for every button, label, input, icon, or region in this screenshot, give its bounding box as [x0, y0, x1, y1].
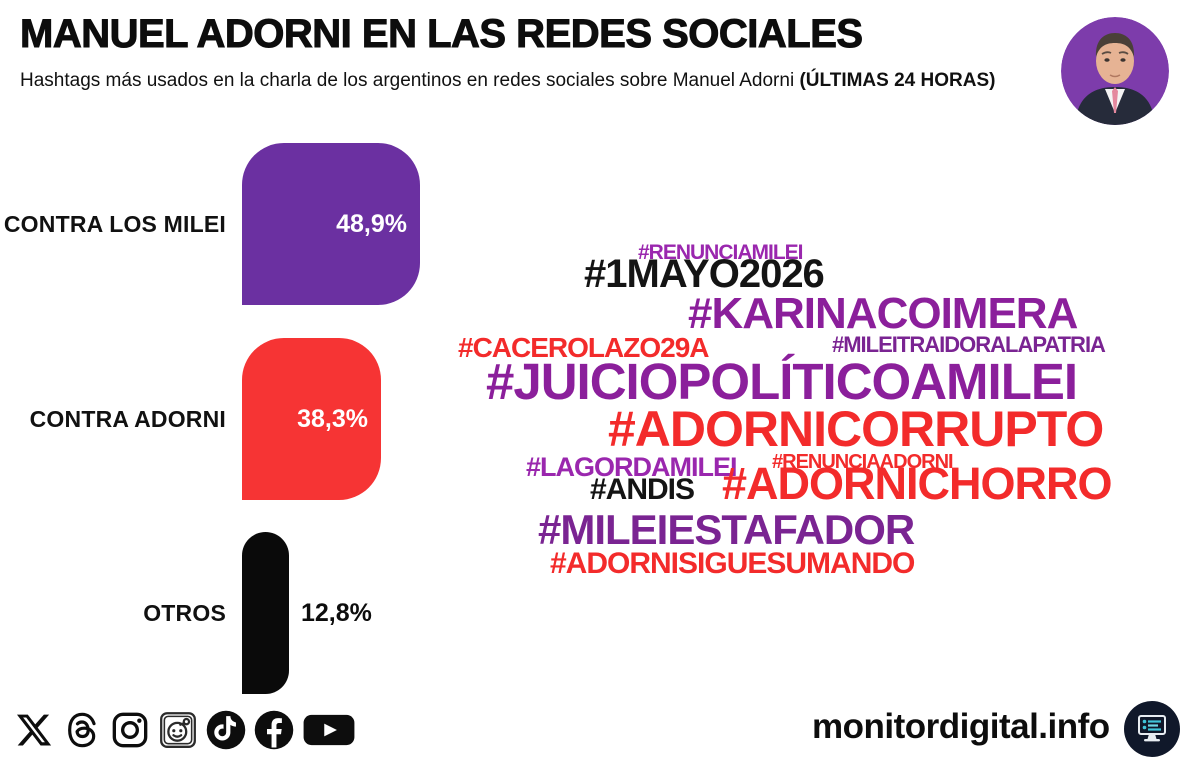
hashtag-wordcloud: #RENUNCIAMILEI #1MAYO2026 #KARINACOIMERA #C…	[450, 228, 1180, 594]
page-subtitle: Hashtags más usados en la charla de los …	[20, 66, 1035, 96]
hashtag-word: #MILEITRAIDORALAPATRIA	[832, 332, 1106, 357]
subtitle-text: Hashtags más usados en la charla de los …	[20, 70, 800, 91]
tiktok-icon[interactable]	[205, 709, 247, 751]
hashtag-word: #ADORNICORRUPTO	[608, 401, 1104, 457]
hashtag-word: #KARINACOIMERA	[688, 289, 1078, 338]
bar-category-label: CONTRA LOS MILEI	[3, 210, 226, 237]
hashtag-word: #CACEROLAZO29A	[458, 332, 709, 363]
hashtag-word: #RENUNCIAMILEI	[638, 241, 804, 264]
bar-value-label: 38,3%	[297, 404, 368, 433]
bar-row: CONTRA ADORNI 38,3%	[0, 338, 460, 500]
bar	[242, 532, 289, 694]
hashtag-word: #ADORNISIGUESUMANDO	[550, 547, 915, 580]
bar: 48,9%	[242, 143, 420, 305]
brand-url[interactable]: monitordigital.info	[812, 707, 1110, 746]
hashtag-word: #ADORNICHORRO	[722, 458, 1113, 509]
threads-icon[interactable]	[61, 709, 103, 751]
bar-row: OTROS 12,8%	[0, 532, 460, 694]
instagram-icon[interactable]	[109, 709, 151, 751]
youtube-icon[interactable]	[301, 709, 357, 751]
bar-row: CONTRA LOS MILEI 48,9%	[0, 143, 460, 305]
reddit-icon[interactable]	[157, 709, 199, 751]
hashtag-word: #ANDIS	[590, 473, 695, 506]
hashtag-word: #RENUNCIAADORNI	[772, 451, 954, 473]
facebook-icon[interactable]	[253, 709, 295, 751]
hashtag-word: #JUICIOPOLÍTICOAMILEI	[486, 353, 1078, 410]
bar-chart: CONTRA LOS MILEI 48,9% CONTRA ADORNI 38,3% O…	[0, 143, 460, 703]
bar-category-label: CONTRA ADORNI	[29, 405, 226, 432]
x-icon[interactable]	[13, 709, 55, 751]
hashtag-word: #LAGORDAMILEI	[526, 452, 738, 482]
bar: 38,3%	[242, 338, 381, 500]
hashtag-word: #MILEIESTAFADOR	[538, 506, 915, 553]
page-title: MANUEL ADORNI EN LAS REDES SOCIALES	[20, 12, 864, 57]
person-portrait-icon	[1061, 17, 1169, 125]
subtitle-timeframe: (ÚLTIMAS 24 HORAS)	[799, 70, 996, 91]
social-icons-row	[13, 703, 357, 757]
bar-category-label: OTROS	[143, 599, 226, 626]
avatar	[1061, 17, 1169, 125]
hashtag-word: #1MAYO2026	[584, 252, 825, 296]
bar-value-label: 12,8%	[301, 598, 372, 627]
monitordigital-logo-icon	[1123, 700, 1181, 758]
bar-value-label: 48,9%	[336, 209, 407, 238]
